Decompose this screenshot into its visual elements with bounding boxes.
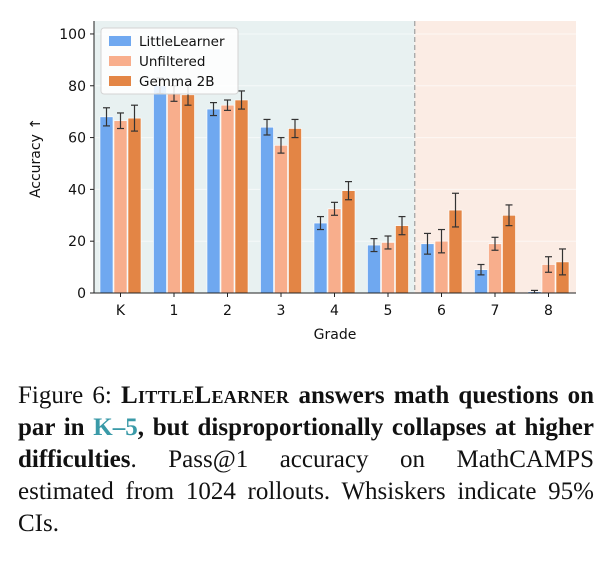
legend-item-gemma-2b: Gemma 2B bbox=[109, 74, 214, 90]
bar-littlelearner-K bbox=[99, 116, 114, 294]
errorbar-gemma-2b-4 bbox=[345, 181, 352, 201]
bar-gemma-2b-7 bbox=[502, 214, 516, 294]
errorbar-unfiltered-K bbox=[117, 112, 124, 130]
x-tick-label-K: K bbox=[116, 303, 126, 319]
caption-bold-part1: answers math questions on par in bbox=[18, 382, 594, 441]
caption-prefix: Figure 6: bbox=[18, 382, 122, 409]
caption-rest: . Pass@1 accuracy on MathCAMPS estimated… bbox=[18, 446, 594, 537]
legend-swatch bbox=[109, 56, 131, 66]
errorbar-gemma-2b-6 bbox=[452, 192, 459, 228]
background-regions bbox=[94, 21, 576, 293]
x-tick-label-8: 8 bbox=[544, 303, 553, 319]
errorbar-gemma-2b-7 bbox=[505, 204, 513, 227]
caption-link-k5[interactable]: K–5 bbox=[93, 414, 138, 441]
bar-gemma-2b-2 bbox=[234, 99, 249, 294]
errorbar-unfiltered-7 bbox=[491, 236, 499, 251]
x-tick-label-2: 2 bbox=[223, 303, 232, 319]
figure-caption: Figure 6: LittleLearner answers math que… bbox=[18, 380, 594, 540]
y-tick-label-60: 60 bbox=[68, 131, 86, 147]
legend-box bbox=[100, 27, 239, 95]
errorbar-littlelearner-6 bbox=[424, 232, 431, 255]
errorbar-unfiltered-3 bbox=[277, 136, 285, 154]
errorbar-gemma-2b-8 bbox=[559, 248, 566, 276]
errorbar-littlelearner-5 bbox=[370, 238, 378, 253]
bar-littlelearner-4 bbox=[313, 222, 328, 294]
y-ticks: 0 20 40 60 80 100 bbox=[59, 27, 94, 302]
bar-littlelearner-5 bbox=[367, 244, 381, 294]
errorbar-gemma-2b-3 bbox=[291, 118, 299, 139]
bar-gemma-2b-4 bbox=[341, 190, 356, 294]
y-tick-label-100: 100 bbox=[59, 27, 86, 43]
errorbar-unfiltered-4 bbox=[331, 201, 338, 216]
bars bbox=[99, 85, 570, 294]
errorbar-unfiltered-2 bbox=[224, 99, 231, 111]
errorbar-littlelearner-4 bbox=[317, 215, 324, 231]
x-tick-label-5: 5 bbox=[384, 303, 393, 319]
bar-unfiltered-7 bbox=[488, 243, 502, 294]
x-ticks: K 1 2 3 4 5 6 7 8 bbox=[116, 293, 553, 319]
legend: LittleLearner Unfiltered Gemma 2B bbox=[100, 27, 239, 95]
legend-swatch bbox=[109, 36, 131, 46]
legend-label: Gemma 2B bbox=[139, 74, 214, 90]
x-tick-label-3: 3 bbox=[277, 303, 286, 319]
legend-swatch bbox=[109, 76, 131, 86]
bar-gemma-2b-3 bbox=[288, 128, 302, 294]
bar-littlelearner-3 bbox=[260, 126, 274, 294]
y-tick-label-0: 0 bbox=[77, 286, 86, 302]
bar-gemma-2b-1 bbox=[181, 94, 195, 294]
bar-unfiltered-1 bbox=[167, 93, 181, 294]
bar-littlelearner-2 bbox=[206, 108, 221, 294]
x-tick-label-7: 7 bbox=[491, 303, 500, 319]
bar-littlelearner-1 bbox=[153, 85, 167, 294]
y-tick-label-80: 80 bbox=[68, 79, 86, 95]
legend-label: LittleLearner bbox=[139, 34, 225, 50]
errorbar-unfiltered-5 bbox=[384, 235, 392, 250]
bar-gemma-2b-K bbox=[127, 117, 142, 294]
bar-gemma-2b-5 bbox=[395, 225, 409, 294]
bar-unfiltered-5 bbox=[381, 242, 395, 294]
bar-unfiltered-3 bbox=[274, 145, 288, 294]
errorbar-littlelearner-K bbox=[103, 107, 110, 127]
x-tick-label-4: 4 bbox=[330, 303, 339, 319]
errorbar-unfiltered-8 bbox=[545, 256, 552, 273]
x-tick-label-1: 1 bbox=[170, 303, 179, 319]
x-axis-label: Grade bbox=[314, 327, 357, 343]
y-axis-label: Accuracy ↑ bbox=[28, 118, 44, 198]
bar-unfiltered-K bbox=[113, 120, 128, 294]
x-tick-label-6: 6 bbox=[437, 303, 446, 319]
errorbar-gemma-2b-K bbox=[131, 104, 138, 132]
errorbar-littlelearner-7 bbox=[477, 263, 485, 276]
errorbar-unfiltered-6 bbox=[438, 228, 445, 254]
y-tick-label-20: 20 bbox=[68, 234, 86, 250]
bar-unfiltered-2 bbox=[220, 104, 235, 294]
errorbar-gemma-2b-2 bbox=[238, 90, 245, 110]
bar-unfiltered-4 bbox=[327, 208, 342, 294]
legend-label: Unfiltered bbox=[139, 54, 205, 70]
caption-bold-part2: , but disproportionally collapses at hig… bbox=[18, 414, 595, 473]
errorbar-gemma-2b-5 bbox=[398, 215, 406, 236]
legend-item-littlelearner: LittleLearner bbox=[109, 34, 225, 50]
errorbar-littlelearner-2 bbox=[210, 101, 217, 117]
legend-item-unfiltered: Unfiltered bbox=[109, 54, 205, 70]
y-tick-label-40: 40 bbox=[68, 182, 86, 198]
caption-model-name: LittleLearner bbox=[121, 382, 290, 409]
errorbar-littlelearner-3 bbox=[263, 118, 271, 136]
